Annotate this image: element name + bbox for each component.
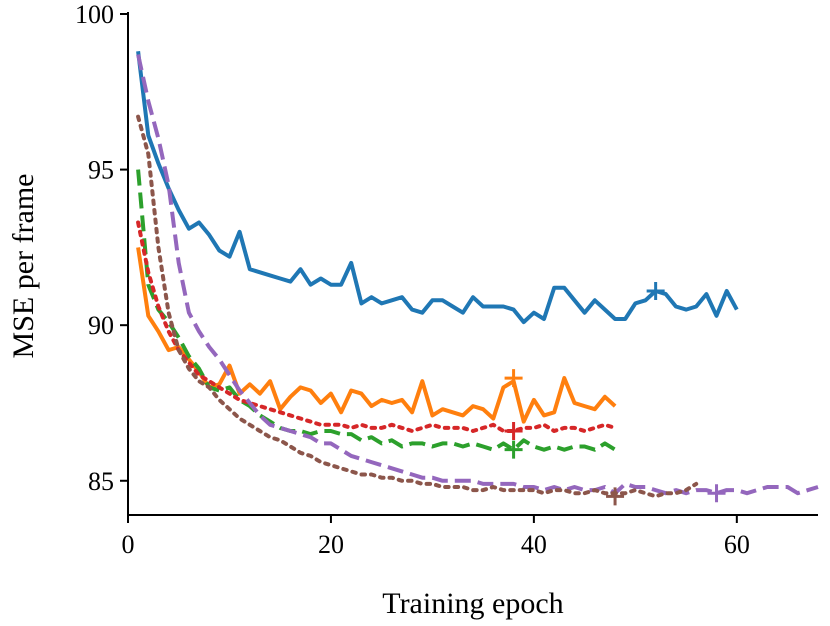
x-tick-label: 0 [122,530,135,559]
x-axis-ticks: 0 20 40 60 [122,515,750,559]
series-line-1 [136,51,739,325]
y-tick-label: 90 [88,311,114,340]
y-tick-label: 95 [88,156,114,185]
x-tick-label: 40 [521,530,547,559]
series-marker-6 [606,487,625,506]
y-axis-ticks: 85 90 95 100 [75,0,128,496]
series-line-5 [136,54,819,496]
series-marker-1 [646,281,665,300]
series-line-3 [136,169,617,452]
series-line-6 [136,114,699,499]
plot-lines [136,51,819,499]
x-tick-label: 60 [724,530,750,559]
series-line-2 [136,247,617,424]
y-tick-label: 85 [88,467,114,496]
series-marker-2 [504,369,523,388]
series-marker-4 [504,421,523,440]
axes [127,12,818,516]
plot-markers [504,281,726,506]
x-tick-label: 20 [318,530,344,559]
x-axis-title: Training epoch [382,587,563,620]
y-tick-label: 100 [75,0,114,29]
series-marker-5 [707,484,726,503]
y-axis-title: MSE per frame [7,174,40,359]
series-marker-3 [504,440,523,459]
series-line-4 [136,220,618,433]
